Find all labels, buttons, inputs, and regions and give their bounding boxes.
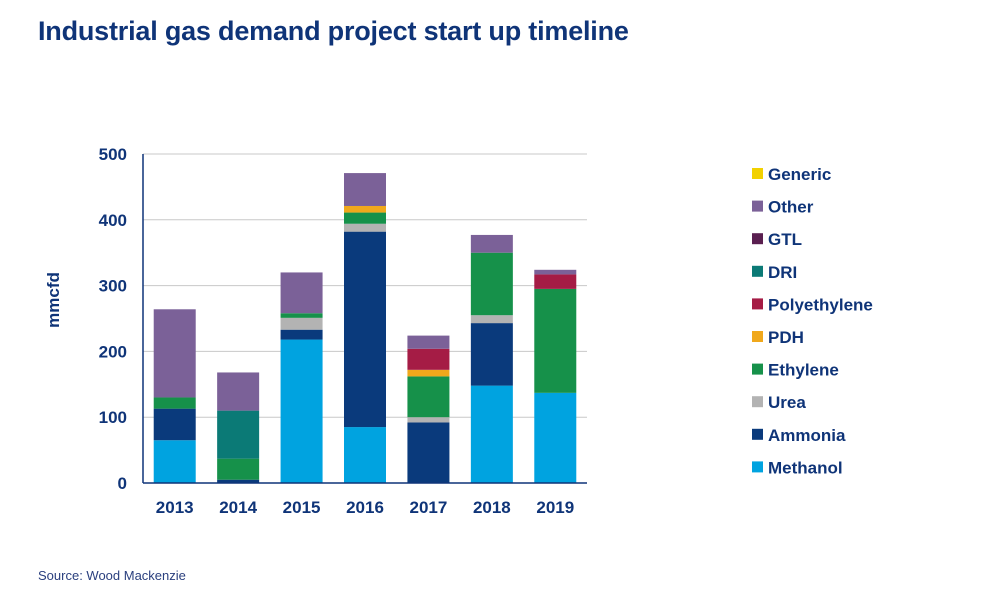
legend-swatch-gtl [752,233,763,245]
bar-segment-ethylene-2016 [344,212,386,224]
y-axis-title: mmcfd [44,272,63,328]
legend-label-urea: Urea [768,393,806,412]
legend-label-methanol: Methanol [768,458,843,477]
bar-segment-other-2017 [407,335,450,349]
legend-swatch-ethylene [752,363,763,375]
y-tick-label: 400 [99,211,127,230]
bar-segment-methanol-2016 [344,427,386,483]
legend-swatch-polyethylene [752,298,763,310]
bar-segment-urea-2018 [470,315,513,324]
y-axis-ticks: 0 100 200 300 400 500 [99,145,127,493]
axes [142,154,587,484]
legend-swatch-other [752,200,763,212]
bar-segment-ammonia-2018 [470,323,513,386]
bar-segment-polyethylene-2019 [534,274,577,289]
bar-segment-dri-2014 [217,410,260,459]
x-tick-label: 2018 [473,498,511,517]
bar-segment-other-2015 [280,272,323,314]
legend-swatch-urea [752,396,763,408]
bar-segment-pdh-2016 [344,205,386,213]
bar-segment-urea-2015 [280,317,323,330]
legend-swatch-methanol [752,461,763,473]
bar-segment-ethylene-2013 [153,397,196,409]
bar-segment-methanol-2019 [534,392,577,483]
x-axis-ticks: 2013 2014 2015 2016 2017 2018 2019 [156,498,574,517]
legend-swatch-generic [752,168,763,179]
bar-segment-ammonia-2015 [280,329,323,340]
x-tick-label: 2013 [156,498,194,517]
bars [153,173,577,483]
bar-segment-methanol-2018 [470,385,513,483]
legend-label-other: Other [768,198,814,217]
x-tick-label: 2014 [219,498,257,517]
x-tick-label: 2015 [283,498,321,517]
bar-segment-urea-2016 [344,223,386,232]
y-tick-label: 500 [99,145,127,164]
bar-segment-ammonia-2016 [344,231,386,428]
bar-segment-ethylene-2019 [534,288,577,393]
legend-label-polyethylene: Polyethylene [768,295,873,314]
legend-label-gtl: GTL [768,230,802,249]
bar-segment-ammonia-2014 [217,479,260,483]
legend-label-ethylene: Ethylene [768,361,839,380]
legend-swatch-dri [752,265,763,277]
bar-segment-ethylene-2017 [407,376,450,418]
y-tick-label: 100 [99,408,127,427]
bar-segment-methanol-2013 [153,440,196,483]
bar-segment-other-2016 [344,173,386,206]
legend-label-dri: DRI [768,263,797,282]
bar-segment-ethylene-2014 [217,458,260,480]
bar-segment-methanol-2015 [280,339,323,483]
x-tick-label: 2016 [346,498,384,517]
source-note: Source: Wood Mackenzie [38,568,186,583]
y-tick-label: 0 [118,474,127,493]
legend-label-ammonia: Ammonia [768,426,846,445]
legend-swatch-pdh [752,331,763,342]
chart-title: Industrial gas demand project start up t… [38,16,629,46]
bar-segment-urea-2017 [407,417,450,423]
bar-segment-ethylene-2018 [470,252,513,316]
bar-segment-ammonia-2017 [407,422,450,483]
legend: Generic Other GTL DRI Polyethylene PDH Ethylen… [752,165,873,477]
bar-segment-polyethylene-2017 [407,348,450,370]
x-tick-label: 2019 [536,498,574,517]
y-tick-label: 200 [99,342,127,361]
legend-label-generic: Generic [768,165,831,184]
bar-segment-other-2013 [153,309,196,398]
bar-segment-ethylene-2015 [280,313,323,318]
y-tick-label: 300 [99,277,127,296]
bar-segment-other-2019 [534,269,577,275]
legend-label-pdh: PDH [768,328,804,347]
x-tick-label: 2017 [410,498,448,517]
bar-segment-pdh-2017 [407,369,450,377]
bar-segment-other-2018 [470,234,513,253]
bar-segment-ammonia-2013 [153,408,196,441]
legend-swatch-ammonia [752,428,763,440]
bar-segment-other-2014 [217,372,260,411]
